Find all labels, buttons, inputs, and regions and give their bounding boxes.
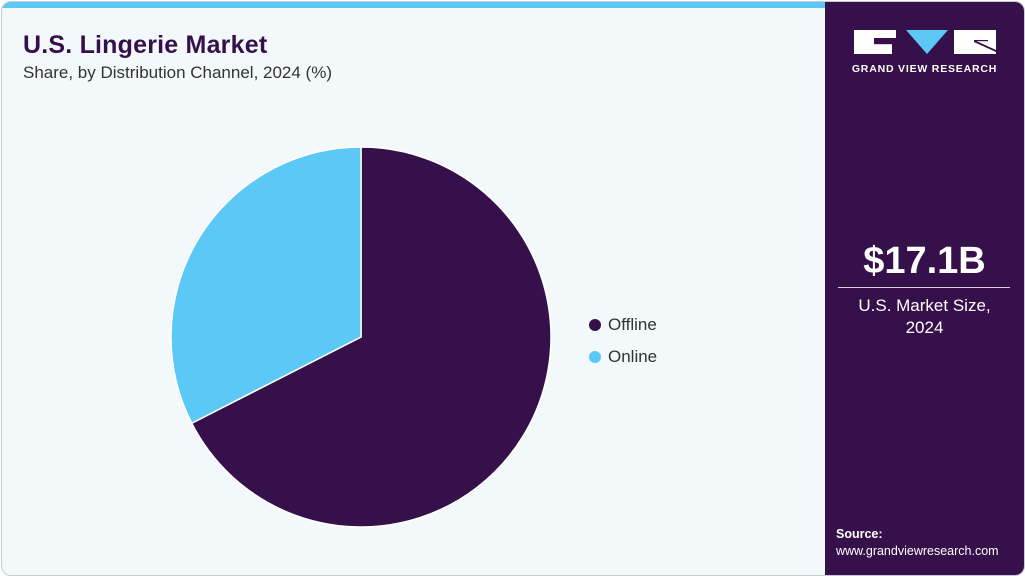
legend-item-offline: Offline (589, 309, 657, 341)
divider (838, 287, 1010, 288)
chart-legend: Offline Online (589, 309, 657, 373)
info-sidebar: GRAND VIEW RESEARCH $17.1B U.S. Market S… (825, 2, 1024, 575)
market-size-label: U.S. Market Size, 2024 (825, 295, 1024, 339)
legend-label: Offline (608, 315, 657, 334)
source-block: Source: www.grandviewresearch.com (836, 526, 999, 560)
market-label-line1: U.S. Market Size, (858, 296, 991, 315)
chart-title: U.S. Lingerie Market (23, 31, 268, 59)
logo-text: GRAND VIEW RESEARCH (851, 63, 998, 75)
source-label: Source: (836, 527, 883, 541)
chart-panel: U.S. Lingerie Market Share, by Distribut… (2, 8, 825, 575)
market-size-value: $17.1B (863, 240, 986, 282)
market-label-line2: 2024 (905, 318, 944, 337)
top-accent-bar (2, 2, 825, 8)
source-url: www.grandviewresearch.com (836, 544, 999, 558)
legend-dot-icon (589, 351, 601, 363)
pie-slice-offline (190, 146, 552, 528)
legend-item-online: Online (589, 341, 657, 373)
pie-chart (170, 146, 552, 528)
gvr-logo-icon (854, 30, 996, 54)
legend-label: Online (608, 347, 658, 366)
pie-slice-online (170, 146, 362, 425)
legend-dot-icon (589, 319, 601, 331)
chart-subtitle: Share, by Distribution Channel, 2024 (%) (23, 63, 332, 82)
